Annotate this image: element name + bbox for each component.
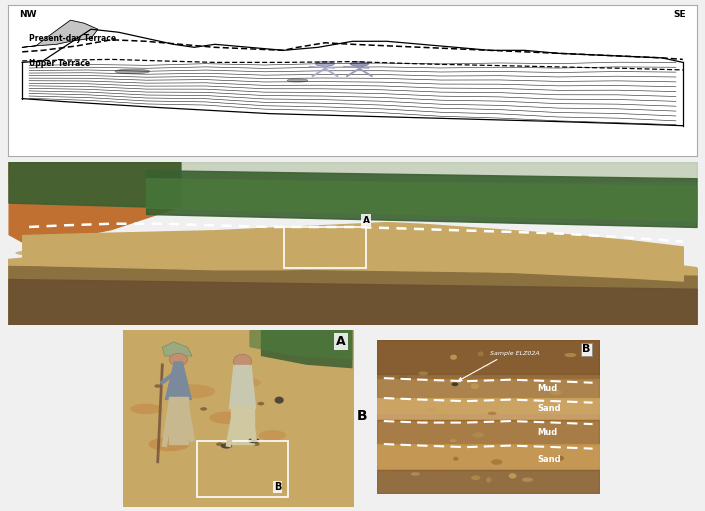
- Ellipse shape: [106, 257, 117, 259]
- Polygon shape: [250, 330, 352, 360]
- Text: Mud: Mud: [537, 384, 558, 392]
- Ellipse shape: [216, 443, 223, 446]
- Ellipse shape: [99, 252, 110, 254]
- Ellipse shape: [169, 354, 188, 366]
- Ellipse shape: [471, 383, 479, 389]
- Ellipse shape: [491, 459, 503, 465]
- Ellipse shape: [482, 364, 491, 367]
- Ellipse shape: [384, 471, 394, 475]
- Text: A: A: [363, 216, 370, 224]
- Ellipse shape: [259, 430, 286, 440]
- Ellipse shape: [522, 478, 533, 482]
- Text: Sand: Sand: [537, 455, 560, 464]
- Ellipse shape: [171, 430, 177, 434]
- Ellipse shape: [59, 259, 68, 260]
- Ellipse shape: [486, 477, 491, 483]
- Ellipse shape: [72, 254, 82, 256]
- Text: B: B: [582, 344, 590, 355]
- Bar: [197, 440, 288, 497]
- Ellipse shape: [232, 247, 266, 252]
- Ellipse shape: [70, 247, 111, 252]
- Ellipse shape: [440, 413, 450, 419]
- Text: SE: SE: [673, 10, 686, 18]
- Ellipse shape: [565, 353, 577, 357]
- Text: NW: NW: [19, 10, 36, 18]
- Ellipse shape: [556, 456, 564, 461]
- Ellipse shape: [287, 79, 308, 82]
- Ellipse shape: [127, 250, 137, 252]
- Ellipse shape: [275, 397, 283, 404]
- Ellipse shape: [154, 250, 165, 252]
- Ellipse shape: [426, 408, 438, 411]
- Polygon shape: [165, 361, 192, 400]
- Ellipse shape: [230, 425, 237, 428]
- Ellipse shape: [209, 411, 244, 424]
- Text: Sample ELZ02A: Sample ELZ02A: [490, 351, 539, 356]
- Ellipse shape: [177, 246, 225, 250]
- Ellipse shape: [316, 61, 334, 66]
- Polygon shape: [23, 20, 98, 48]
- Ellipse shape: [44, 256, 55, 257]
- Ellipse shape: [419, 371, 428, 376]
- Ellipse shape: [472, 432, 484, 437]
- Polygon shape: [8, 240, 697, 324]
- Ellipse shape: [488, 412, 496, 415]
- Ellipse shape: [478, 352, 484, 356]
- Ellipse shape: [537, 431, 543, 434]
- Ellipse shape: [398, 375, 407, 380]
- Ellipse shape: [149, 437, 190, 451]
- Bar: [283, 227, 367, 268]
- Text: Upper Terrace: Upper Terrace: [29, 59, 90, 68]
- Ellipse shape: [248, 438, 259, 444]
- Polygon shape: [8, 162, 180, 246]
- Ellipse shape: [434, 472, 442, 475]
- Ellipse shape: [115, 69, 149, 74]
- Polygon shape: [261, 330, 352, 368]
- Ellipse shape: [233, 354, 252, 368]
- Ellipse shape: [453, 457, 458, 461]
- Ellipse shape: [169, 384, 215, 399]
- Text: B: B: [356, 409, 367, 424]
- Ellipse shape: [221, 444, 232, 449]
- Ellipse shape: [253, 443, 259, 446]
- Ellipse shape: [16, 250, 71, 256]
- Ellipse shape: [130, 404, 162, 414]
- Ellipse shape: [238, 378, 261, 387]
- Text: Mud: Mud: [537, 428, 558, 437]
- Text: Present-day Terrace: Present-day Terrace: [29, 34, 116, 43]
- Text: A: A: [336, 335, 345, 348]
- Ellipse shape: [450, 355, 457, 360]
- Ellipse shape: [350, 61, 369, 66]
- Ellipse shape: [98, 245, 166, 251]
- Text: Sand: Sand: [537, 404, 560, 412]
- Ellipse shape: [509, 473, 517, 479]
- Ellipse shape: [154, 384, 161, 388]
- Ellipse shape: [257, 402, 264, 405]
- Ellipse shape: [471, 475, 480, 480]
- Polygon shape: [228, 365, 257, 409]
- Ellipse shape: [550, 389, 562, 396]
- Ellipse shape: [200, 407, 207, 411]
- Polygon shape: [162, 342, 192, 356]
- Ellipse shape: [141, 256, 152, 257]
- Ellipse shape: [410, 472, 420, 476]
- Ellipse shape: [450, 439, 457, 442]
- Ellipse shape: [182, 252, 192, 254]
- Ellipse shape: [458, 451, 464, 455]
- Text: B: B: [274, 482, 281, 492]
- Ellipse shape: [452, 382, 458, 386]
